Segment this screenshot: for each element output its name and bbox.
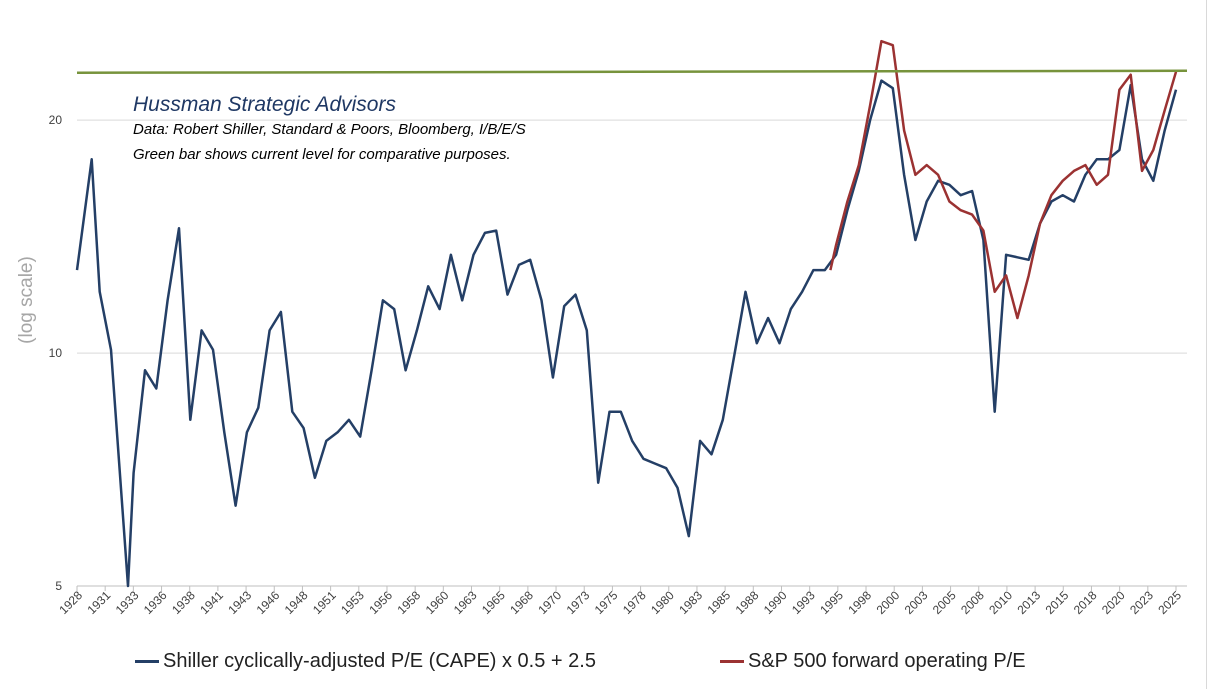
- x-tick-label: 1931: [85, 588, 114, 617]
- x-tick-label: 2020: [1099, 588, 1128, 617]
- legend-item-cape: Shiller cyclically-adjusted P/E (CAPE) x…: [135, 650, 596, 673]
- x-tick-label: 1990: [761, 588, 790, 617]
- chart-annotation-source: Data: Robert Shiller, Standard & Poors, …: [133, 121, 526, 138]
- x-tick-label: 2010: [986, 588, 1015, 617]
- x-tick-label: 1956: [366, 588, 395, 617]
- x-tick-label: 1953: [338, 588, 367, 617]
- x-tick-label: 2005: [930, 588, 959, 617]
- x-tick-label: 2000: [874, 588, 903, 617]
- x-tick-label: 1995: [817, 588, 846, 617]
- x-tick-label: 1975: [592, 588, 621, 617]
- legend-swatch-cape: [135, 660, 159, 663]
- legend-label-forward-pe: S&P 500 forward operating P/E: [748, 650, 1026, 672]
- x-tick-label: 2018: [1071, 588, 1100, 617]
- x-tick-label: 1980: [648, 588, 677, 617]
- x-tick-label: 1988: [733, 588, 762, 617]
- legend-swatch-forward-pe: [720, 660, 744, 663]
- x-tick-label: 1968: [507, 588, 536, 617]
- legend-item-forward-pe: S&P 500 forward operating P/E: [720, 650, 1026, 673]
- x-tick-label: 2003: [902, 588, 931, 617]
- current-level-reference-line: [76, 69, 1188, 75]
- x-tick-label: 1938: [169, 588, 198, 617]
- series-line-forward-pe: [829, 39, 1178, 320]
- x-tick-label: 1951: [310, 588, 339, 617]
- x-tick-label: 1983: [676, 588, 705, 617]
- x-tick-label: 1993: [789, 588, 818, 617]
- x-tick-label: 1965: [479, 588, 508, 617]
- series-line-cape: [75, 79, 1178, 588]
- y-tick-label: 10: [49, 346, 63, 360]
- x-tick-label: 1973: [564, 588, 593, 617]
- x-tick-label: 2015: [1043, 588, 1072, 617]
- x-tick-label: 2013: [1014, 588, 1043, 617]
- y-tick-label: 20: [49, 113, 63, 127]
- legend-label-cape: Shiller cyclically-adjusted P/E (CAPE) x…: [163, 650, 596, 672]
- x-tick-label: 1963: [451, 588, 480, 617]
- x-tick-label: 1998: [845, 588, 874, 617]
- x-tick-label: 1970: [535, 588, 564, 617]
- chart-annotation-note: Green bar shows current level for compar…: [133, 146, 511, 163]
- x-tick-label: 1943: [225, 588, 254, 617]
- x-tick-label: 2025: [1155, 588, 1184, 617]
- x-tick-label: 1948: [282, 588, 311, 617]
- x-tick-label: 1933: [113, 588, 142, 617]
- x-tick-label: 1941: [197, 588, 226, 617]
- chart-annotation-title: Hussman Strategic Advisors: [133, 93, 396, 116]
- x-tick-label: 1960: [423, 588, 452, 617]
- x-tick-label: 1936: [141, 588, 170, 617]
- y-tick-label: 5: [55, 579, 62, 593]
- x-tick-label: 2023: [1127, 588, 1156, 617]
- x-tick-label: 1958: [394, 588, 423, 617]
- x-tick-label: 1985: [704, 588, 733, 617]
- y-axis-label: (log scale): [16, 256, 37, 344]
- x-tick-label: 1946: [254, 588, 283, 617]
- x-tick-label: 2008: [958, 588, 987, 617]
- x-tick-label: 1978: [620, 588, 649, 617]
